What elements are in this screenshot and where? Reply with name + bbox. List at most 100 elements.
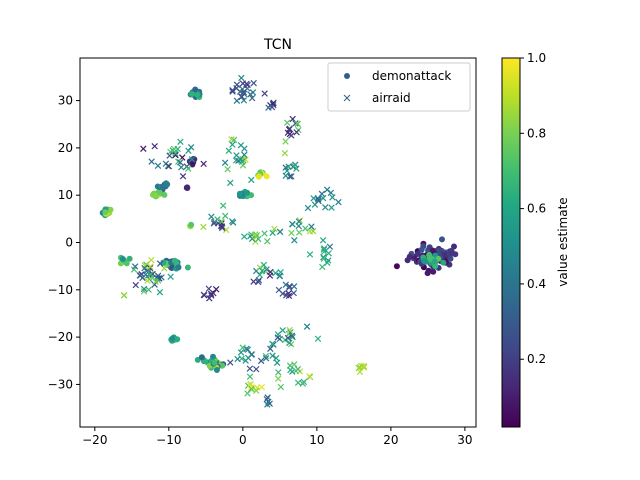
point-demonattack [159,183,166,190]
point-demonattack [168,265,175,271]
point-airraid [319,263,326,271]
point-airraid [276,272,284,279]
point-demonattack [152,192,159,199]
point-airraid [289,220,296,228]
point-airraid [264,394,271,401]
point-airraid [185,147,192,154]
point-airraid [251,232,258,239]
point-airraid [281,149,289,157]
point-airraid [179,173,187,180]
point-airraid [227,179,234,187]
point-airraid [266,272,274,279]
point-airraid [315,197,322,205]
y-tick-label: 10 [58,188,73,202]
point-airraid [184,165,192,172]
point-airraid [238,158,246,165]
point-airraid [286,283,293,290]
point-demonattack [194,91,201,98]
point-airraid [151,142,158,150]
point-airraid [286,125,293,132]
point-airraid [322,204,329,211]
point-airraid [250,278,257,285]
point-demonattack [174,336,181,343]
colorbar-tick-label: 1.0 [527,51,546,65]
point-airraid [288,173,295,180]
point-airraid [246,373,254,380]
y-tick-label: 30 [58,94,73,108]
point-demonattack [213,367,220,373]
colorbar-tick-label: 0.2 [527,352,546,366]
point-airraid [263,266,270,273]
point-airraid [188,156,196,163]
point-demonattack [102,209,109,216]
point-airraid [282,164,289,171]
point-airraid [248,386,256,393]
point-demonattack [192,86,199,93]
point-airraid [292,120,299,127]
point-airraid [167,273,174,280]
point-airraid [296,229,303,236]
point-airraid [232,157,240,164]
point-airraid [277,383,285,391]
point-airraid [246,381,254,388]
point-demonattack [418,246,425,253]
point-demonattack [123,260,130,267]
point-demonattack [440,259,447,266]
x-axis: −20 −10 0 10 20 30 [82,427,473,447]
scatter-points [99,74,459,408]
point-airraid [178,164,185,171]
point-airraid [270,101,277,109]
point-airraid [261,230,268,237]
point-airraid [279,290,286,297]
point-airraid [302,225,309,232]
colorbar: 0.2 0.4 0.6 0.8 1.0 value estimate [501,51,570,428]
point-airraid [154,162,162,170]
point-airraid [156,288,164,296]
point-airraid [291,361,298,368]
point-airraid [329,194,336,201]
point-airraid [279,327,286,334]
point-airraid [293,129,300,136]
x-tick-label: 20 [383,433,398,447]
point-airraid [294,379,302,386]
point-airraid [205,285,213,292]
point-airraid [314,335,322,342]
point-airraid [200,160,207,168]
point-airraid [321,245,328,252]
x-tick-label: 30 [457,433,472,447]
point-airraid [264,238,271,245]
point-airraid [248,176,255,184]
point-airraid [149,270,156,278]
colorbar-ticks: 0.2 0.4 0.6 0.8 1.0 [520,51,546,366]
point-airraid [282,281,290,288]
point-airraid [228,136,235,143]
x-tick-label: 0 [239,433,247,447]
point-airraid [255,277,263,284]
point-airraid [282,292,290,299]
point-airraid [258,383,266,391]
point-airraid [222,212,229,220]
point-airraid [356,364,363,371]
point-demonattack [406,253,413,260]
colorbar-tick-label: 0.4 [527,277,546,291]
point-airraid [140,288,148,295]
point-demonattack [432,263,439,269]
point-demonattack [210,353,216,360]
point-demonattack [175,264,182,271]
point-demonattack [393,263,400,270]
point-airraid [286,339,293,347]
point-airraid [212,285,220,293]
point-airraid [328,204,335,211]
point-airraid [156,260,164,267]
point-demonattack [188,91,195,97]
point-airraid [308,223,315,230]
chart-title: TCN [263,37,292,53]
x-tick-label: 10 [309,433,324,447]
point-airraid [166,152,173,159]
point-airraid [282,172,289,179]
point-airraid [244,81,251,89]
point-demonattack [198,354,205,361]
point-airraid [282,138,289,145]
point-airraid [269,229,276,237]
